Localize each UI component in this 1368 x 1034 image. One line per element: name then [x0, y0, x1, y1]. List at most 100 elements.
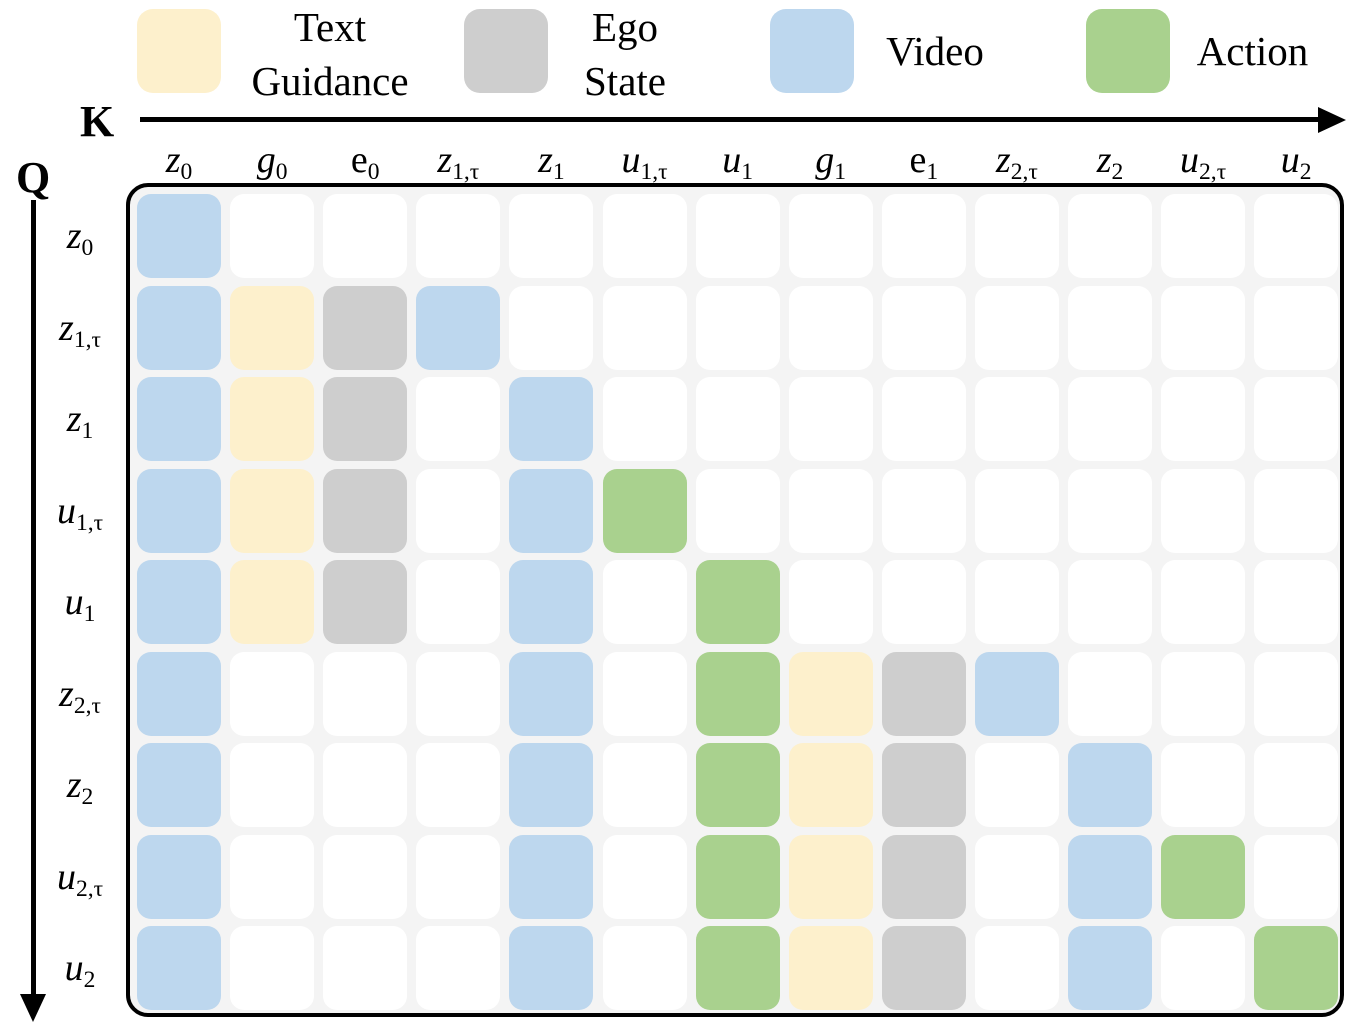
mask-cell-u1t-u2t — [1161, 468, 1246, 553]
mask-cell-u2-z1t — [416, 926, 501, 1010]
key-axis-arrowhead — [1318, 107, 1346, 133]
token-base: u — [621, 139, 641, 181]
mask-cell-u2-u2 — [1254, 926, 1339, 1010]
query-label-u1t: u1,τ — [30, 489, 130, 535]
mask-cell-z2t-u2t — [1161, 651, 1246, 736]
mask-cell-z1t-z2 — [1068, 285, 1152, 370]
mask-cell-u2t-u1 — [695, 834, 780, 919]
mask-cell-z1t-z1 — [509, 285, 594, 370]
query-axis-arrow — [31, 200, 36, 1000]
mask-cell-z2-e1 — [881, 743, 966, 827]
query-axis-arrowhead — [20, 994, 46, 1022]
mask-cell-z1t-e1 — [881, 285, 966, 370]
mask-cell-u2-u1t — [602, 926, 687, 1010]
key-label-u2: u2 — [1250, 139, 1342, 184]
mask-cell-u2-u2t — [1161, 926, 1246, 1010]
key-label-u2t: u2,τ — [1157, 140, 1249, 184]
key-label-e0: e0 — [319, 140, 411, 184]
token-subscript: 1,τ — [73, 326, 101, 353]
legend-line: Guidance — [251, 58, 409, 104]
token-subscript: 1,τ — [640, 159, 668, 186]
mask-cell-z0-z0 — [137, 194, 221, 278]
mask-cell-z0-u2 — [1254, 194, 1339, 278]
mask-cell-u2-z1 — [509, 926, 594, 1010]
mask-cell-z0-z2t — [974, 194, 1059, 278]
mask-cell-z1-u1t — [602, 377, 687, 461]
query-label-u2t: u2,τ — [30, 855, 130, 901]
mask-cell-z2-z0 — [137, 743, 221, 827]
token-subscript: 2,τ — [75, 875, 104, 902]
mask-cell-u2t-z1 — [509, 834, 594, 919]
mask-cell-z2t-g1 — [788, 651, 873, 736]
query-label-u1: u1 — [30, 582, 130, 626]
mask-cell-z2-u1 — [695, 743, 780, 827]
token-base: z — [995, 139, 1011, 181]
mask-cell-z1t-u2t — [1161, 285, 1246, 370]
key-label-e1: e1 — [878, 140, 970, 184]
mask-cell-z1t-g1 — [788, 285, 873, 370]
mask-cell-u1-z1t — [416, 560, 501, 644]
legend-swatch-video — [770, 9, 854, 93]
legend-line: Text — [293, 4, 367, 50]
mask-cell-u1t-e1 — [881, 468, 966, 553]
mask-cell-u1-u2 — [1254, 560, 1339, 644]
mask-cell-z1t-z2t — [974, 285, 1059, 370]
token-subscript: 2,τ — [1010, 159, 1038, 186]
mask-cell-z2t-z1 — [509, 651, 594, 736]
token-subscript: 2 — [1111, 159, 1124, 186]
mask-cell-u2t-z2 — [1068, 834, 1152, 919]
token-base: u — [1280, 139, 1300, 181]
mask-cell-u1t-z0 — [137, 468, 221, 553]
mask-cell-z2-z2 — [1068, 743, 1152, 827]
token-subscript: 1 — [741, 159, 753, 186]
legend-line: Ego — [591, 4, 659, 50]
token-base: z — [66, 398, 82, 440]
token-base: z — [165, 139, 181, 181]
key-label-z2: z2 — [1064, 140, 1156, 184]
mask-cell-u2t-g1 — [788, 834, 873, 919]
mask-cell-u1t-g1 — [788, 468, 873, 553]
mask-cell-z2t-e1 — [881, 651, 966, 736]
attention-matrix — [126, 183, 1344, 1017]
mask-cell-z0-z2 — [1068, 194, 1152, 278]
mask-cell-z2t-u1t — [602, 651, 687, 736]
token-subscript: 2,τ — [73, 692, 101, 719]
query-label-z2t: z2,τ — [30, 672, 130, 718]
query-label-z2: z2 — [30, 764, 130, 809]
query-label-z1t: z1,τ — [30, 308, 130, 352]
mask-cell-z2-u2 — [1254, 743, 1339, 827]
legend-line: State — [584, 58, 666, 104]
key-label-g1: g1 — [785, 139, 877, 184]
mask-cell-z1t-u1t — [602, 285, 687, 370]
mask-cell-u1-u2t — [1161, 560, 1246, 644]
mask-cell-z0-e1 — [881, 194, 966, 278]
key-label-u1: u1 — [692, 140, 784, 184]
mask-cell-u1t-g0 — [230, 468, 315, 553]
token-base: g — [815, 139, 835, 181]
mask-cell-z1-z2t — [974, 377, 1059, 461]
mask-cell-u1t-z2t — [974, 468, 1059, 553]
token-base: u — [56, 855, 76, 898]
token-subscript: 0 — [367, 159, 380, 186]
mask-cell-u2t-g0 — [230, 834, 315, 919]
token-base: z — [66, 764, 82, 806]
mask-cell-z1t-z0 — [137, 285, 221, 370]
mask-cell-z2t-g0 — [230, 651, 315, 736]
key-axis-label: K — [80, 97, 115, 146]
mask-cell-u1-g1 — [788, 560, 873, 644]
key-label-z0: z0 — [133, 139, 225, 184]
mask-cell-z0-u1t — [602, 194, 687, 278]
mask-cell-z0-z1t — [416, 194, 501, 278]
mask-cell-z1-e0 — [323, 377, 408, 461]
mask-cell-z0-e0 — [323, 194, 408, 278]
legend-label-action: Action — [1185, 24, 1320, 78]
mask-cell-z1t-u2 — [1254, 285, 1339, 370]
token-base: z — [59, 672, 74, 715]
token-subscript: 0 — [81, 235, 94, 262]
mask-cell-u2t-z2t — [974, 834, 1059, 919]
mask-cell-z2t-z0 — [137, 651, 221, 736]
token-subscript: 0 — [275, 159, 288, 186]
mask-cell-u2t-u2t — [1161, 834, 1246, 919]
token-subscript: 1 — [926, 159, 939, 186]
token-base: u — [56, 489, 76, 532]
